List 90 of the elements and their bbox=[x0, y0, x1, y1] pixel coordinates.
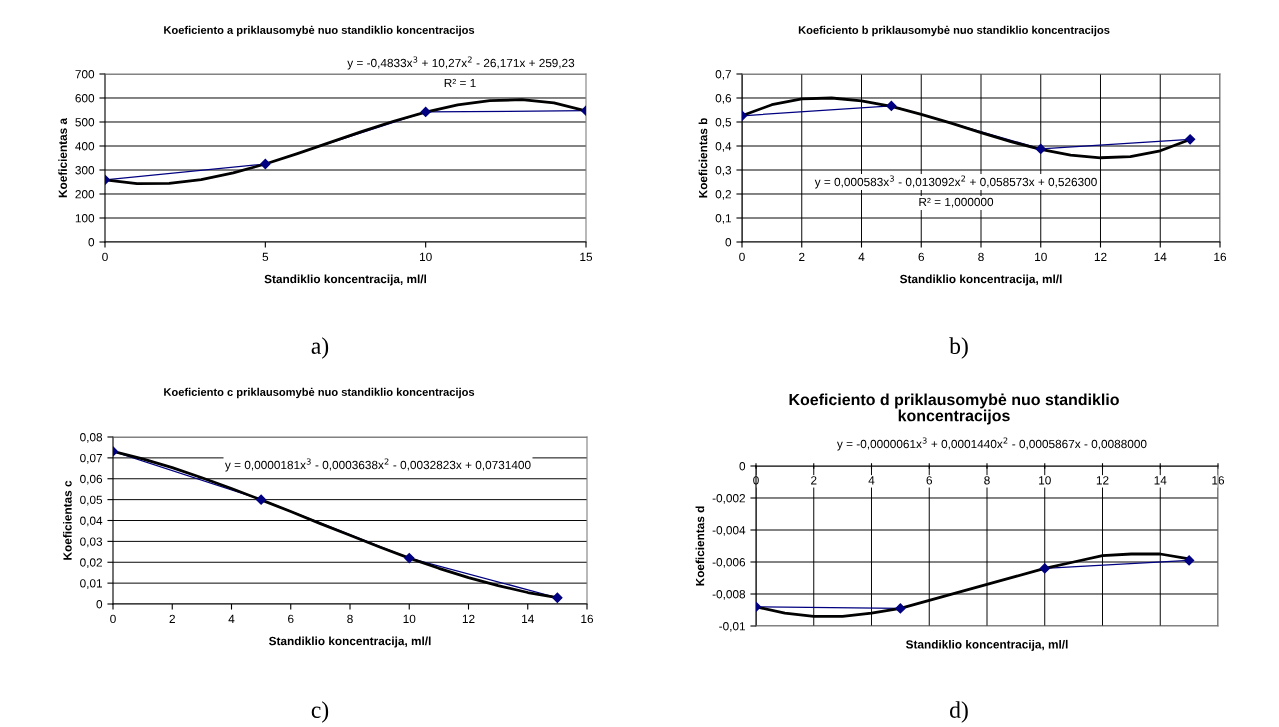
y-tick-label: 0,04 bbox=[80, 516, 103, 527]
y-tick-label: 300 bbox=[75, 166, 95, 175]
x-axis-title: Standiklio koncentracija, ml/l bbox=[899, 274, 1062, 286]
annotation: R² = 1,000000 bbox=[919, 197, 994, 208]
chart-title: Koeficiento d priklausomybė nuo standiklio koncentracijos bbox=[789, 393, 1119, 425]
y-tick-label: 0 bbox=[739, 462, 746, 471]
text: y = -0,4833x$^{3}$ + 10,27x$^{2}$ - 26,171x + 259,23 bbox=[347, 56, 575, 70]
point bbox=[552, 592, 563, 603]
point bbox=[1185, 134, 1196, 145]
y-tick-label: 0,08 bbox=[80, 433, 103, 443]
chart-title: Koeficiento a priklausomybė nuo standiklio koncentracijos bbox=[164, 25, 475, 37]
y-tick-label: 600 bbox=[75, 94, 95, 103]
x-tick-label: 6 bbox=[288, 614, 294, 624]
point bbox=[404, 552, 415, 564]
y-tick-label: 0,07 bbox=[80, 453, 102, 464]
y-tick-label: 500 bbox=[75, 118, 95, 127]
y-tick-label: 400 bbox=[75, 142, 95, 151]
x-tick-label: 14 bbox=[1154, 476, 1167, 485]
x-tick-label: 12 bbox=[1096, 476, 1109, 485]
y-tick-label: 0,3 bbox=[715, 166, 732, 176]
y-tick-label: -0,008 bbox=[712, 590, 746, 600]
x-tick-label: 6 bbox=[926, 476, 933, 485]
y-tick-label: 100 bbox=[75, 214, 95, 223]
x-axis-title: Standiklio koncentracija, ml/l bbox=[264, 274, 427, 286]
y-tick-label: 0,02 bbox=[80, 558, 102, 569]
text: c) bbox=[311, 701, 329, 723]
y-tick-label: 0,6 bbox=[715, 94, 732, 104]
point bbox=[1039, 563, 1050, 574]
x-axis-title: Standiklio koncentracija, ml/l bbox=[268, 636, 431, 648]
x-tick-label: 8 bbox=[978, 252, 984, 262]
x-tick-label: 10 bbox=[1035, 252, 1047, 262]
y-axis-title: Koeficientas d bbox=[695, 506, 705, 586]
x-tick-label: 2 bbox=[169, 614, 175, 623]
annotation: R² = 1 bbox=[444, 78, 476, 88]
annotation: y = 0,0000181x$^{3}$ - 0,0003638x$^{2}$ - 0,0032823x + 0,0731400 bbox=[224, 458, 531, 472]
y-tick-label: 0 bbox=[96, 600, 103, 609]
x-tick-label: 8 bbox=[984, 476, 990, 485]
text: b) bbox=[949, 337, 968, 359]
x-tick-label: 2 bbox=[799, 252, 805, 261]
point bbox=[1035, 143, 1046, 154]
y-tick-label: 0,7 bbox=[715, 70, 731, 80]
x-tick-label: 8 bbox=[347, 614, 353, 624]
x-tick-label: 10 bbox=[420, 252, 432, 262]
text: a) bbox=[311, 337, 329, 359]
point bbox=[1184, 555, 1195, 566]
text: y = -0,0000061x$^{3}$ + 0,0001440x$^{2}$ - 0,0005867x - 0,0088000 bbox=[836, 437, 1147, 451]
x-tick-label: 4 bbox=[228, 614, 235, 623]
x-tick-label: 12 bbox=[462, 614, 475, 623]
y-tick-label: -0,004 bbox=[712, 526, 746, 536]
y-tick-label: -0,01 bbox=[719, 622, 746, 632]
y-tick-label: 0,03 bbox=[80, 537, 103, 548]
y-tick-label: 700 bbox=[75, 70, 95, 79]
y-tick-label: 0,2 bbox=[715, 190, 731, 200]
y-tick-label: 0,01 bbox=[80, 579, 103, 589]
y-tick-label: -0,002 bbox=[712, 494, 745, 504]
y-axis-title: Koeficientas a bbox=[58, 117, 67, 198]
point bbox=[895, 603, 906, 614]
x-tick-label: 14 bbox=[522, 614, 534, 623]
annotation: y = 0,000583x$^{3}$ - 0,013092x$^{2}$ + 0,058573x + 0,526300 bbox=[814, 175, 1097, 189]
y-tick-label: 0,06 bbox=[80, 474, 103, 485]
point bbox=[886, 100, 897, 112]
x-tick-label: 16 bbox=[1214, 252, 1227, 262]
y-tick-label: -0,006 bbox=[712, 558, 746, 568]
y-tick-label: 0,05 bbox=[80, 495, 103, 506]
y-axis-title: Koeficientas b bbox=[698, 118, 708, 198]
y-axis-title: Koeficientas c bbox=[63, 480, 72, 560]
text: d) bbox=[950, 701, 968, 723]
x-axis-title: Standiklio koncentracija, ml/l bbox=[905, 639, 1068, 651]
x-tick-label: 6 bbox=[918, 252, 925, 262]
y-tick-label: 0 bbox=[88, 238, 95, 247]
chart-title: Koeficiento b priklausomybė nuo standiklio koncentracijos bbox=[798, 25, 1110, 37]
x-tick-label: 2 bbox=[811, 476, 817, 485]
y-tick-label: 0,1 bbox=[715, 214, 732, 224]
y-tick-label: 0,5 bbox=[715, 118, 732, 128]
y-tick-label: 0,4 bbox=[715, 142, 732, 152]
x-tick-label: 14 bbox=[1154, 252, 1167, 261]
x-tick-label: 4 bbox=[858, 252, 865, 261]
y-tick-label: 0 bbox=[725, 238, 732, 247]
point bbox=[256, 494, 267, 505]
x-tick-label: 10 bbox=[1039, 476, 1051, 485]
x-tick-label: 15 bbox=[580, 252, 593, 262]
y-tick-label: 200 bbox=[75, 190, 95, 199]
x-tick-label: 16 bbox=[581, 614, 594, 624]
chart-title: Koeficiento c priklausomybė nuo standiklio koncentracijos bbox=[164, 387, 475, 399]
x-tick-label: 12 bbox=[1094, 252, 1107, 261]
x-tick-label: 4 bbox=[868, 476, 875, 485]
x-tick-label: 5 bbox=[262, 252, 269, 262]
x-tick-label: 16 bbox=[1212, 476, 1225, 485]
x-tick-label: 10 bbox=[403, 614, 416, 624]
x-tick-label: 0 bbox=[110, 614, 116, 624]
